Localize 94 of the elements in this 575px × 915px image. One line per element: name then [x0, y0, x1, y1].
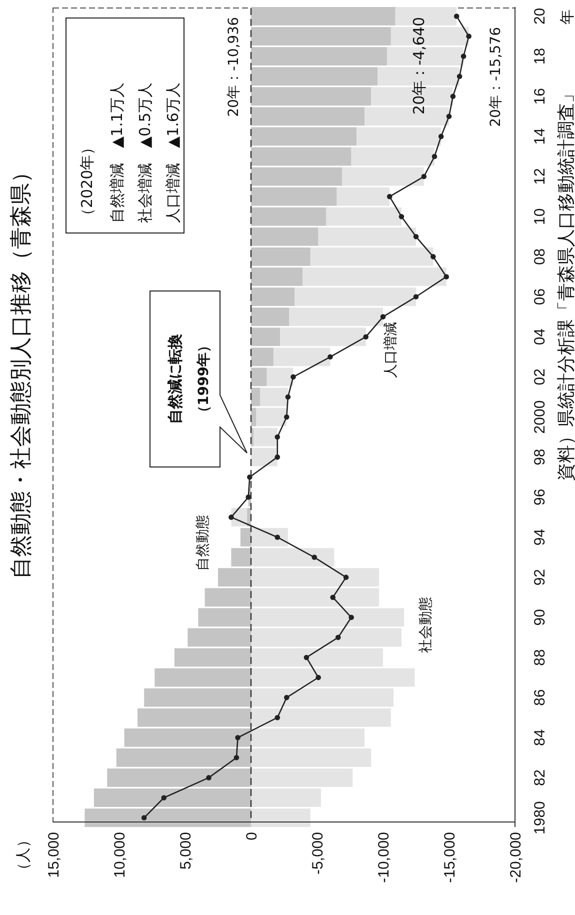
- point: [398, 214, 404, 220]
- y-tick-label: 94: [531, 528, 548, 546]
- y-tick-label: 14: [531, 128, 548, 145]
- x-tick-label: 0: [243, 832, 260, 840]
- point: [274, 454, 280, 460]
- bar: [351, 147, 434, 166]
- x-tick-label: -20,000: [507, 832, 524, 883]
- point: [274, 434, 280, 440]
- point: [421, 174, 427, 180]
- point: [206, 775, 212, 780]
- bar: [154, 668, 251, 687]
- point: [284, 414, 290, 420]
- y-tick-label: 06: [531, 288, 548, 306]
- point: [284, 694, 290, 700]
- point: [444, 274, 450, 280]
- y-tick-label: 04: [531, 328, 548, 346]
- point: [460, 54, 466, 59]
- point: [285, 394, 291, 400]
- point: [335, 634, 341, 640]
- y-tick-label: 2000: [531, 400, 548, 434]
- point: [161, 795, 167, 800]
- point: [438, 134, 444, 140]
- point: [290, 374, 296, 380]
- point: [348, 614, 354, 620]
- y-tick-label: 16: [531, 88, 548, 105]
- y-tick-label: 18: [531, 48, 548, 65]
- point: [228, 514, 234, 520]
- point: [343, 574, 349, 580]
- point: [312, 554, 318, 560]
- point: [446, 114, 452, 120]
- point: [432, 154, 438, 160]
- point: [430, 254, 436, 260]
- bar: [342, 167, 424, 186]
- point: [234, 755, 240, 760]
- annotation: 20年：-4,640: [410, 17, 428, 114]
- y-tick-label: 82: [531, 769, 548, 786]
- annotation: 20年：-10,936: [226, 16, 242, 117]
- point: [316, 674, 321, 680]
- text: 社会動態: [418, 597, 434, 653]
- y-tick-label: 90: [531, 609, 548, 626]
- bar: [251, 668, 415, 687]
- point: [413, 294, 419, 300]
- annotation: 人口増減 ▲1.6万人: [164, 82, 182, 223]
- annotation: 自然減に転換: [166, 333, 184, 424]
- y-tick-label: 1980: [531, 801, 548, 834]
- x-tick-label: 5,000: [177, 832, 194, 870]
- text: 資料）県統計分析課「青森県人口移動統計調査」: [556, 85, 575, 481]
- point: [363, 334, 368, 340]
- text: 自然動態・社会動態別人口推移（青森県）: [9, 161, 34, 579]
- y-tick-label: 88: [531, 649, 548, 666]
- point: [274, 534, 280, 540]
- bar: [251, 408, 256, 426]
- y-tick-label: 20: [531, 8, 548, 25]
- point: [235, 734, 240, 740]
- point: [450, 94, 456, 100]
- y-tick-label: 86: [531, 689, 548, 706]
- annotation: （2020年）: [78, 140, 96, 223]
- bar: [251, 648, 383, 667]
- y-axis-title: 年: [558, 10, 575, 24]
- point: [456, 74, 462, 79]
- x-tick-label: 15,000: [45, 832, 62, 878]
- y-tick-label: 08: [531, 248, 548, 266]
- point: [328, 354, 333, 360]
- y-tick-label: 84: [531, 729, 548, 746]
- point: [330, 594, 336, 600]
- bar: [256, 408, 287, 426]
- annotation: （1999年）: [196, 338, 212, 420]
- point: [413, 234, 419, 240]
- y-tick-label: 96: [531, 488, 548, 506]
- point: [466, 34, 472, 39]
- point: [141, 815, 147, 820]
- bar: [251, 167, 342, 186]
- x-tick-label: -15,000: [441, 832, 458, 883]
- y-tick-label: 10: [531, 208, 548, 225]
- point: [386, 194, 392, 200]
- point: [380, 314, 386, 320]
- y-tick-label: 02: [531, 368, 548, 386]
- x-tick-label: 10,000: [111, 832, 128, 878]
- y-tick-label: 98: [531, 448, 548, 466]
- y-tick-label: 12: [531, 168, 548, 185]
- x-tick-label: -10,000: [375, 832, 392, 883]
- annotation: 社会増減 ▲0.5万人: [136, 82, 154, 223]
- y-tick-label: 92: [531, 568, 548, 586]
- point: [304, 654, 310, 660]
- text: 人口増減: [382, 322, 399, 378]
- annotation: 自然増減 ▲1.1万人: [108, 82, 126, 223]
- annotation: 20年：-15,576: [488, 26, 504, 127]
- point: [274, 714, 280, 720]
- point: [454, 14, 460, 19]
- bar: [174, 648, 251, 667]
- text: 自然動態: [195, 515, 211, 571]
- x-tick-label: -5,000: [309, 832, 326, 875]
- text: （人）: [14, 832, 32, 878]
- bar: [251, 147, 352, 166]
